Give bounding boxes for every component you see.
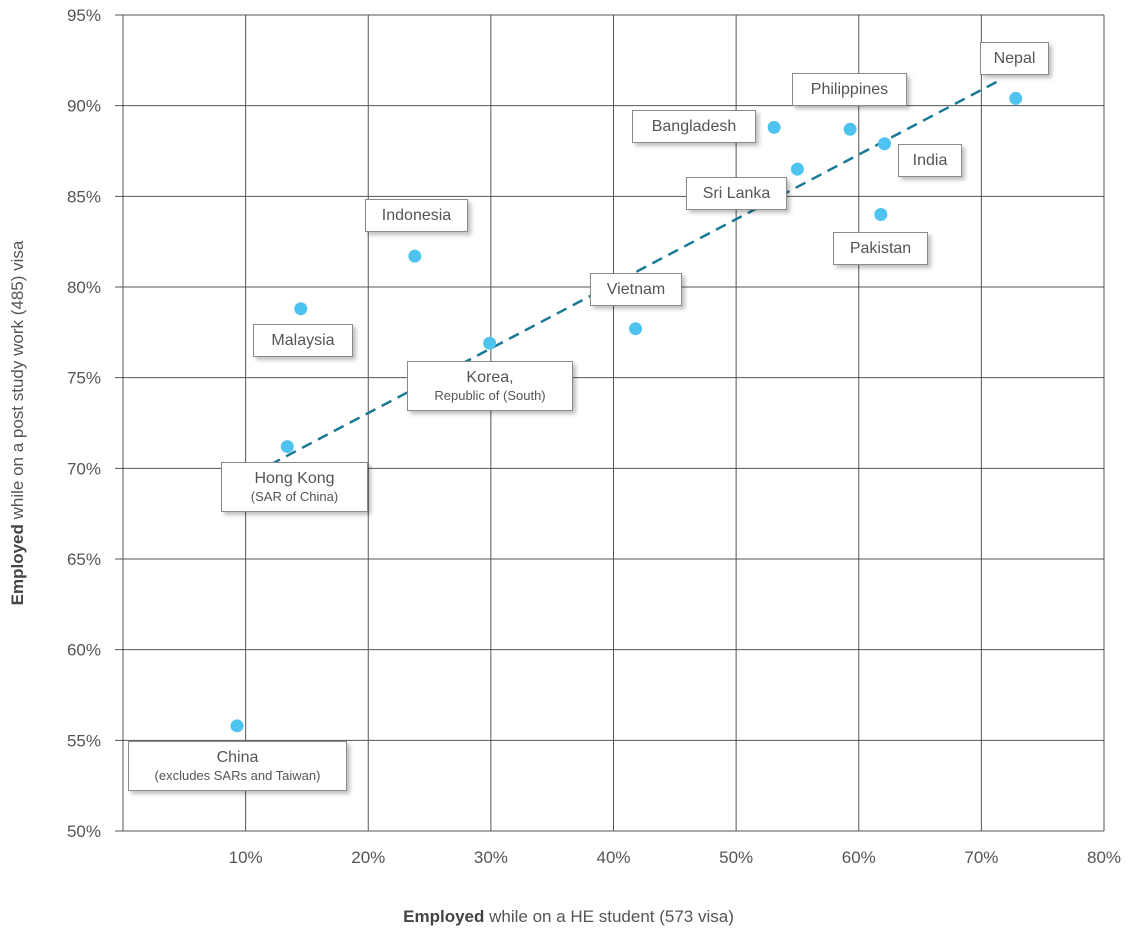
label-subtext: Republic of (South) — [434, 388, 546, 403]
point-korea — [483, 336, 497, 350]
point-vietnam — [629, 322, 643, 336]
point-sri-lanka — [790, 162, 804, 176]
y-axis-title-bold: Employed — [8, 524, 27, 606]
label-philippines: Philippines — [792, 73, 907, 106]
x-axis-title-bold: Employed — [403, 907, 485, 926]
label-hong-kong: Hong Kong (SAR of China) — [221, 462, 368, 512]
point-bangladesh — [767, 120, 781, 134]
label-china: China (excludes SARs and Taiwan) — [128, 741, 347, 791]
y-tick-label: 70% — [67, 459, 101, 478]
label-india: India — [898, 144, 962, 177]
x-tick-label: 10% — [229, 848, 263, 867]
y-axis-ticks: 50% 55% 60% 65% 70% 75% 80% 85% 90% 95% — [67, 6, 101, 841]
label-text: Philippines — [810, 81, 889, 98]
point-china — [230, 719, 244, 733]
label-text: Indonesia — [381, 207, 452, 224]
point-malaysia — [294, 302, 308, 316]
data-points — [230, 91, 1023, 733]
y-tick-label: 90% — [67, 97, 101, 116]
label-korea: Korea, Republic of (South) — [407, 361, 573, 411]
point-philippines — [843, 122, 857, 136]
label-text: Sri Lanka — [702, 185, 771, 202]
y-tick-label: 60% — [67, 641, 101, 660]
x-tick-label: 80% — [1087, 848, 1121, 867]
label-bangladesh: Bangladesh — [632, 110, 756, 143]
label-text: India — [912, 152, 948, 169]
label-text: Nepal — [993, 50, 1036, 67]
grid-lines — [115, 14, 1105, 832]
label-text: Vietnam — [606, 281, 666, 298]
y-tick-label: 65% — [67, 550, 101, 569]
x-axis-ticks: 10% 20% 30% 40% 50% 60% 70% 80% — [229, 848, 1121, 867]
label-indonesia: Indonesia — [365, 199, 468, 232]
label-text: China — [216, 749, 259, 766]
label-text: Bangladesh — [651, 118, 737, 135]
label-sri-lanka: Sri Lanka — [686, 177, 787, 210]
y-axis-title-rest: while on a post study work (485) visa — [8, 240, 27, 525]
x-tick-label: 30% — [474, 848, 508, 867]
y-tick-label: 95% — [67, 6, 101, 25]
x-tick-label: 20% — [351, 848, 385, 867]
y-axis-title: Employed while on a post study work (485… — [8, 241, 38, 606]
label-text: Korea, — [466, 369, 514, 386]
y-tick-label: 75% — [67, 369, 101, 388]
point-indonesia — [408, 249, 422, 263]
label-text: Hong Kong — [254, 470, 335, 487]
y-tick-label: 55% — [67, 731, 101, 750]
x-tick-label: 60% — [842, 848, 876, 867]
y-tick-label: 85% — [67, 187, 101, 206]
label-malaysia: Malaysia — [253, 324, 353, 357]
point-pakistan — [874, 207, 888, 221]
x-tick-label: 40% — [596, 848, 630, 867]
point-hong-kong — [280, 440, 294, 454]
label-text: Pakistan — [849, 240, 912, 257]
label-vietnam: Vietnam — [590, 273, 682, 306]
label-subtext: (excludes SARs and Taiwan) — [154, 768, 321, 783]
x-axis-title-rest: while on a HE student (573 visa) — [484, 907, 734, 926]
label-subtext: (SAR of China) — [250, 489, 339, 504]
x-tick-label: 70% — [964, 848, 998, 867]
x-tick-label: 50% — [719, 848, 753, 867]
x-axis-title: Employed while on a HE student (573 visa… — [0, 907, 1137, 927]
y-tick-label: 50% — [67, 822, 101, 841]
point-nepal — [1009, 91, 1023, 105]
label-nepal: Nepal — [980, 42, 1049, 75]
y-tick-label: 80% — [67, 278, 101, 297]
label-text: Malaysia — [271, 332, 335, 349]
label-pakistan: Pakistan — [833, 232, 928, 265]
point-india — [878, 137, 892, 151]
